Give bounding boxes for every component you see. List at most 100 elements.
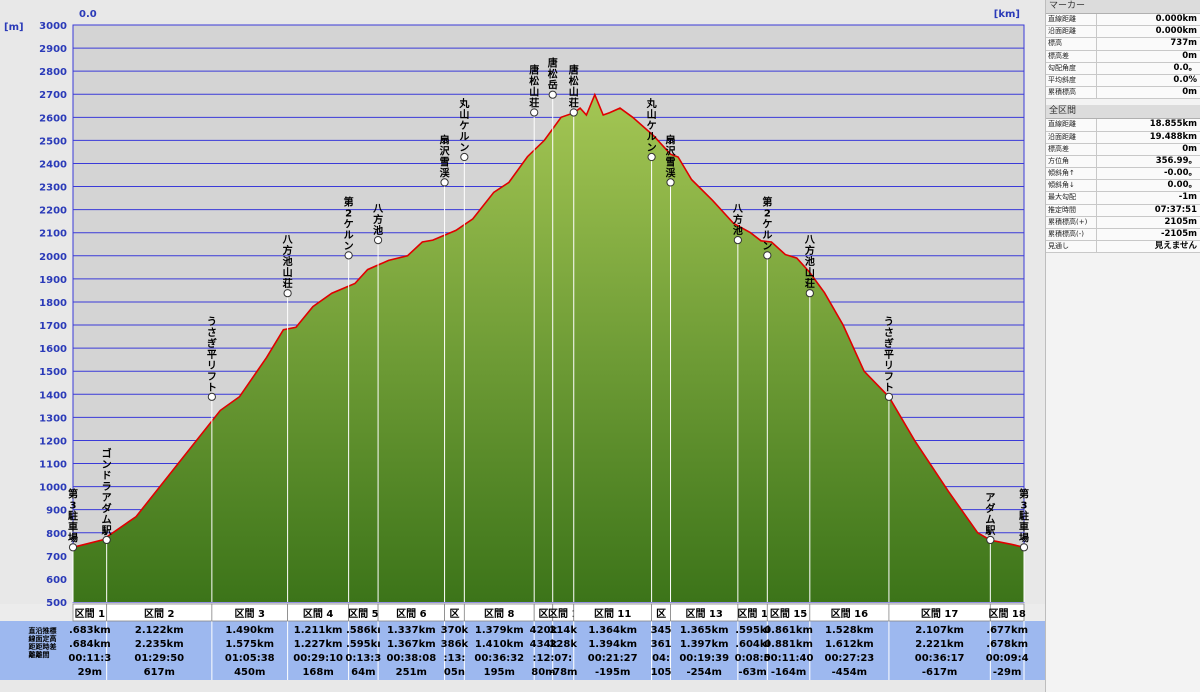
- marker-label: アダム駅: [984, 492, 996, 537]
- elevation-area: [73, 94, 1024, 602]
- segment-value: 345: [651, 625, 672, 636]
- segment-value: 361: [651, 639, 672, 650]
- marker-point: [884, 392, 894, 401]
- marker-info-row: 直線距離 0.000km: [1046, 14, 1200, 27]
- segment-name: 区: [449, 608, 459, 620]
- segment-value: 228k: [549, 639, 577, 650]
- segment-value: .595kı: [346, 639, 381, 650]
- segment-value: -164m: [771, 667, 806, 678]
- segment-name: 区間 3: [235, 608, 265, 620]
- all-info-value: 0m: [1182, 143, 1197, 154]
- segment-value: 80m: [531, 667, 555, 678]
- y-tick-label: 2800: [39, 67, 67, 78]
- segment-value: 00:38:08: [386, 653, 436, 664]
- segment-value: 00:19:39: [679, 653, 729, 664]
- all-info-value: 19.488km: [1149, 131, 1197, 142]
- segment-value: 00:27:23: [824, 653, 874, 664]
- marker-section-header: マーカー: [1046, 0, 1200, 14]
- segment-value: 00:29:10: [293, 653, 343, 664]
- segment-value: 0.881km: [764, 639, 813, 650]
- segment-value: 386k: [441, 639, 469, 650]
- marker-label: 唐松山荘: [569, 63, 579, 109]
- segment-name: 区: [656, 608, 666, 620]
- segment-value: 2.107km: [915, 625, 964, 636]
- marker-point: [647, 152, 656, 162]
- marker-rows: 直線距離 0.000km 沿面距離 0.000km 標高 737m 標高差 0m 勾配角度 0.0…: [1046, 14, 1200, 100]
- segment-value: -63m: [738, 667, 767, 678]
- y-tick-label: 500: [46, 598, 67, 609]
- segment-name: 区間 16: [831, 608, 868, 620]
- marker-label: 丸山ケルン: [458, 97, 470, 154]
- segment-value: 29m: [78, 667, 102, 678]
- y-tick-label: 1700: [39, 321, 67, 332]
- segment-value: .595ki: [735, 625, 770, 636]
- y-tick-label: 1300: [39, 413, 67, 424]
- segment-value: .604ki: [735, 639, 770, 650]
- marker-label: うさぎ平リフト: [207, 316, 217, 394]
- segment-value: .677km: [986, 625, 1028, 636]
- marker-info-row: 累積標高 0m: [1046, 87, 1200, 100]
- segment-value: 64m: [351, 667, 375, 678]
- marker-point: [460, 152, 469, 162]
- segment-value: 00:36:17: [915, 653, 965, 664]
- marker-point: [733, 236, 742, 245]
- segment-value: 105: [651, 667, 672, 678]
- y-tick-label: 800: [46, 529, 67, 540]
- marker-label: 丸山ケルン: [646, 97, 658, 154]
- marker-info-label: 平均斜度: [1046, 74, 1097, 87]
- segment-header-cell: [989, 603, 1025, 622]
- segment-value: 420k: [530, 625, 558, 636]
- all-info-label: 最大勾配: [1046, 192, 1097, 204]
- segment-value: 00:11:40: [764, 653, 814, 664]
- y-tick-label: 2200: [39, 206, 67, 217]
- y-tick-label: 900: [46, 506, 67, 517]
- segment-value: 1.364km: [588, 625, 637, 636]
- marker-info-value: 737m: [1170, 38, 1197, 49]
- all-info-row: 標高差 0m: [1046, 143, 1200, 156]
- marker-info-value: 0.0。: [1173, 62, 1197, 73]
- all-info-label: 傾斜角↓: [1046, 180, 1097, 192]
- segment-name: 区間 15: [770, 608, 807, 620]
- segment-name: 区: [538, 608, 548, 620]
- segment-value: 370k: [441, 625, 469, 636]
- segment-value: 168m: [302, 667, 333, 678]
- all-info-value: 356.99。: [1155, 155, 1197, 166]
- marker-label: 扇沢雪渓: [440, 133, 451, 179]
- segment-value: 07:: [554, 653, 572, 664]
- segment-table-bg: [0, 621, 1045, 680]
- segment-value: -195m: [595, 667, 630, 678]
- segment-name: 区間 1: [75, 608, 105, 620]
- marker-label: 八方池: [732, 203, 744, 237]
- segment-name: 区間 1: [737, 608, 767, 620]
- y-tick-label: 2100: [39, 229, 67, 240]
- segment-name: 区間 1: [548, 608, 578, 620]
- segment-value: 1.575km: [225, 639, 274, 650]
- y-tick-label: 2500: [39, 136, 67, 147]
- marker-point: [763, 251, 772, 260]
- all-info-row: 累積標高(+) 2105m: [1046, 216, 1200, 229]
- all-info-label: 推定時間: [1046, 204, 1097, 216]
- marker-point: [344, 251, 353, 260]
- marker-label: 唐松岳: [548, 57, 558, 92]
- marker-label: 唐松山荘: [529, 63, 539, 109]
- segment-value: 617m: [144, 667, 175, 678]
- segment-name: 区間 17: [921, 608, 958, 620]
- marker-info-value: 0.000km: [1155, 14, 1197, 24]
- segment-value: 450m: [234, 667, 265, 678]
- marker-point: [440, 178, 449, 187]
- x-unit-label: [km]: [994, 9, 1020, 20]
- all-info-label: 見通し: [1046, 241, 1097, 253]
- all-info-value: 18.855km: [1149, 119, 1197, 130]
- segment-name: 区間 6: [396, 608, 426, 620]
- marker-info-value: 0m: [1182, 50, 1197, 61]
- y-tick-label: 3000: [39, 21, 67, 32]
- segment-value: .678km: [986, 639, 1028, 650]
- table-row-label: 直線距離: [29, 626, 36, 659]
- segment-value: .684km: [69, 639, 111, 650]
- elevation-chart: 直線距離 沿面距離 推定時間 標高差 区間 1 .683km .684km 00:11:3 29…: [0, 9, 1045, 680]
- y-tick-label: 2400: [39, 159, 67, 170]
- marker-label: 第 2 ケルン: [344, 195, 354, 252]
- segment-value: -617m: [922, 667, 957, 678]
- y-tick-label: 600: [46, 575, 67, 586]
